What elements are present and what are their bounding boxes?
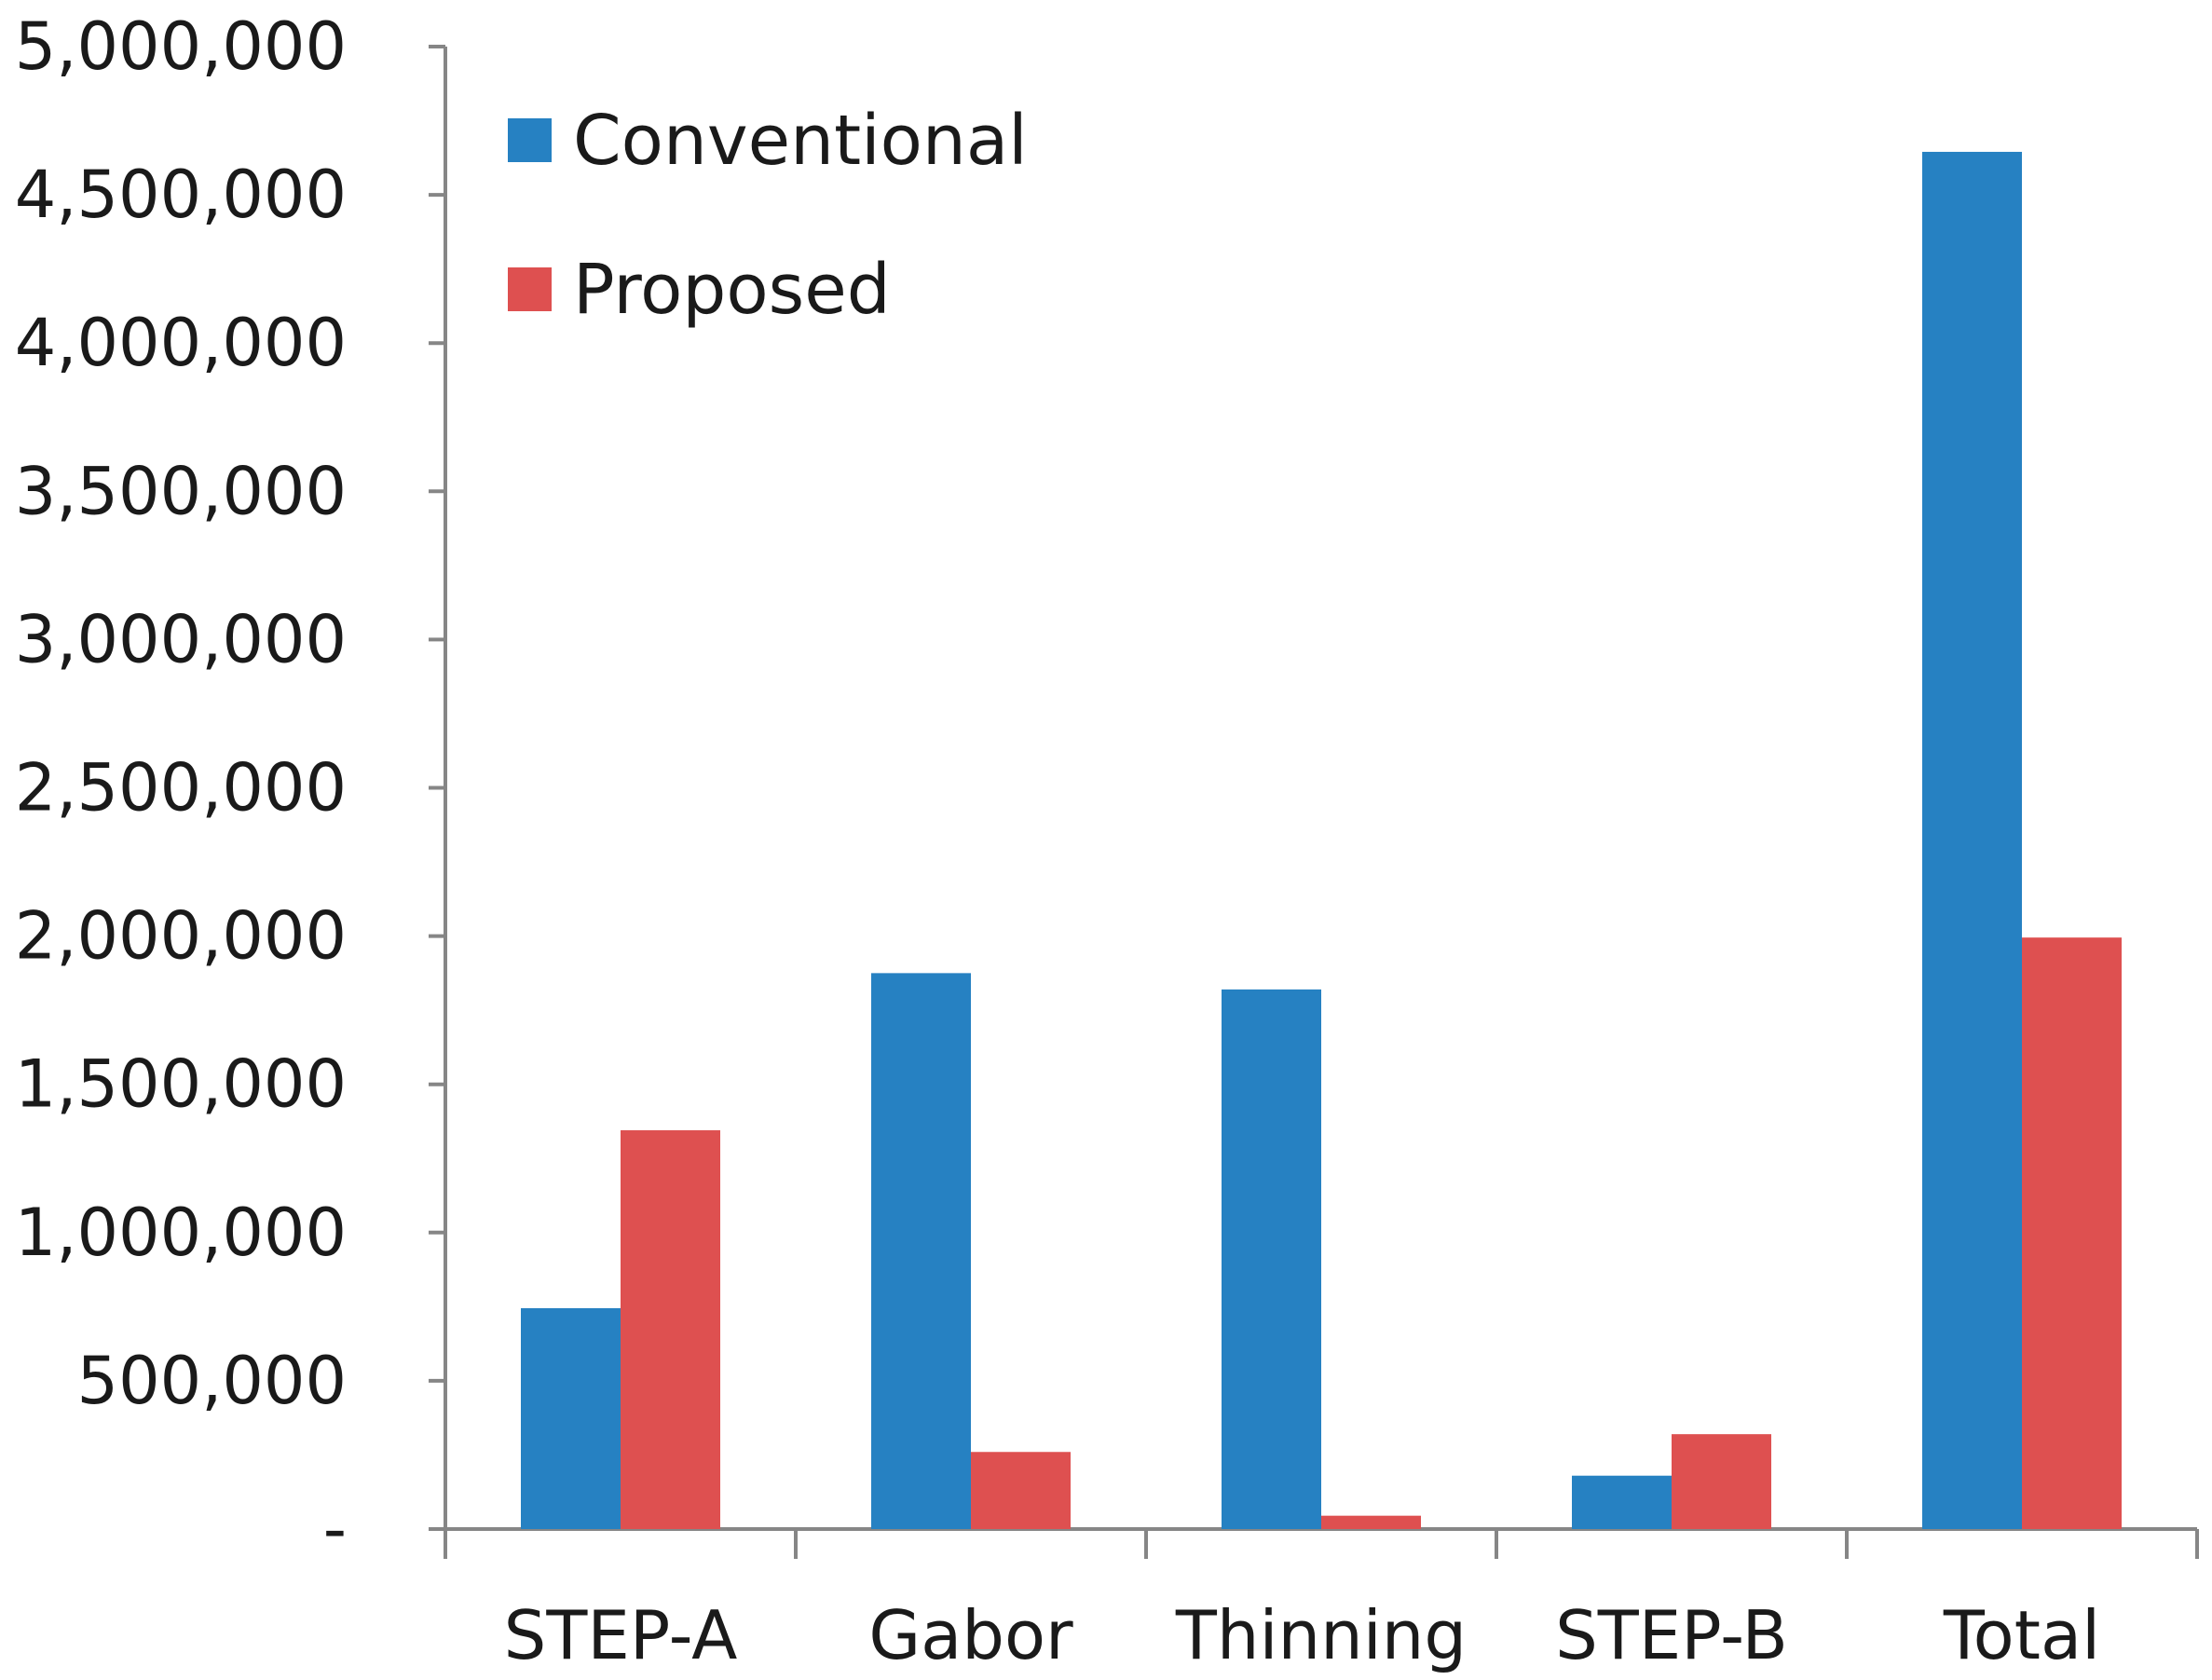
x-axis: STEP-A Gabor Thinning STEP-B Total	[429, 1527, 2199, 1674]
bar-proposed-step-b	[1672, 1434, 1771, 1529]
bar-conventional-total	[1922, 151, 2022, 1530]
bar-conventional-gabor	[871, 973, 971, 1529]
bar-proposed-step-a	[621, 1130, 720, 1529]
y-tick-label: 1,000,000	[15, 1195, 347, 1271]
y-tick-label: 4,000,000	[15, 305, 347, 381]
y-tick-label: 3,500,000	[15, 453, 347, 529]
bar-proposed-gabor	[971, 1452, 1071, 1529]
y-tick-label: 2,500,000	[15, 750, 347, 826]
bar-conventional-thinning	[1222, 989, 1321, 1529]
legend-label-conventional: Conventional	[573, 101, 1028, 181]
y-tick-label: -	[323, 1491, 347, 1567]
y-tick-label: 1,500,000	[15, 1046, 347, 1123]
bar-proposed-thinning	[1321, 1515, 1421, 1529]
x-category-label: STEP-A	[504, 1596, 738, 1674]
x-category-label: Total	[1943, 1596, 2100, 1674]
bars	[521, 151, 2122, 1530]
y-tick-label: 5,000,000	[15, 8, 347, 85]
legend: Conventional Proposed	[508, 101, 1028, 330]
legend-label-proposed: Proposed	[573, 250, 891, 330]
bar-conventional-step-b	[1572, 1475, 1672, 1529]
bar-proposed-total	[2022, 937, 2122, 1529]
y-tick-label: 3,000,000	[15, 601, 347, 677]
y-tick-label: 4,500,000	[15, 157, 347, 233]
x-category-label: Thinning	[1175, 1596, 1467, 1674]
legend-swatch-proposed	[508, 267, 552, 311]
x-category-label: STEP-B	[1555, 1596, 1788, 1674]
y-tick-label: 500,000	[77, 1343, 347, 1419]
y-axis: - 500,000 1,000,000 1,500,000 2,000,000 2,500…	[15, 8, 447, 1567]
bar-conventional-step-a	[521, 1307, 621, 1529]
y-tick-label: 2,000,000	[15, 898, 347, 975]
legend-swatch-conventional	[508, 118, 552, 162]
x-category-label: Gabor	[868, 1596, 1073, 1674]
